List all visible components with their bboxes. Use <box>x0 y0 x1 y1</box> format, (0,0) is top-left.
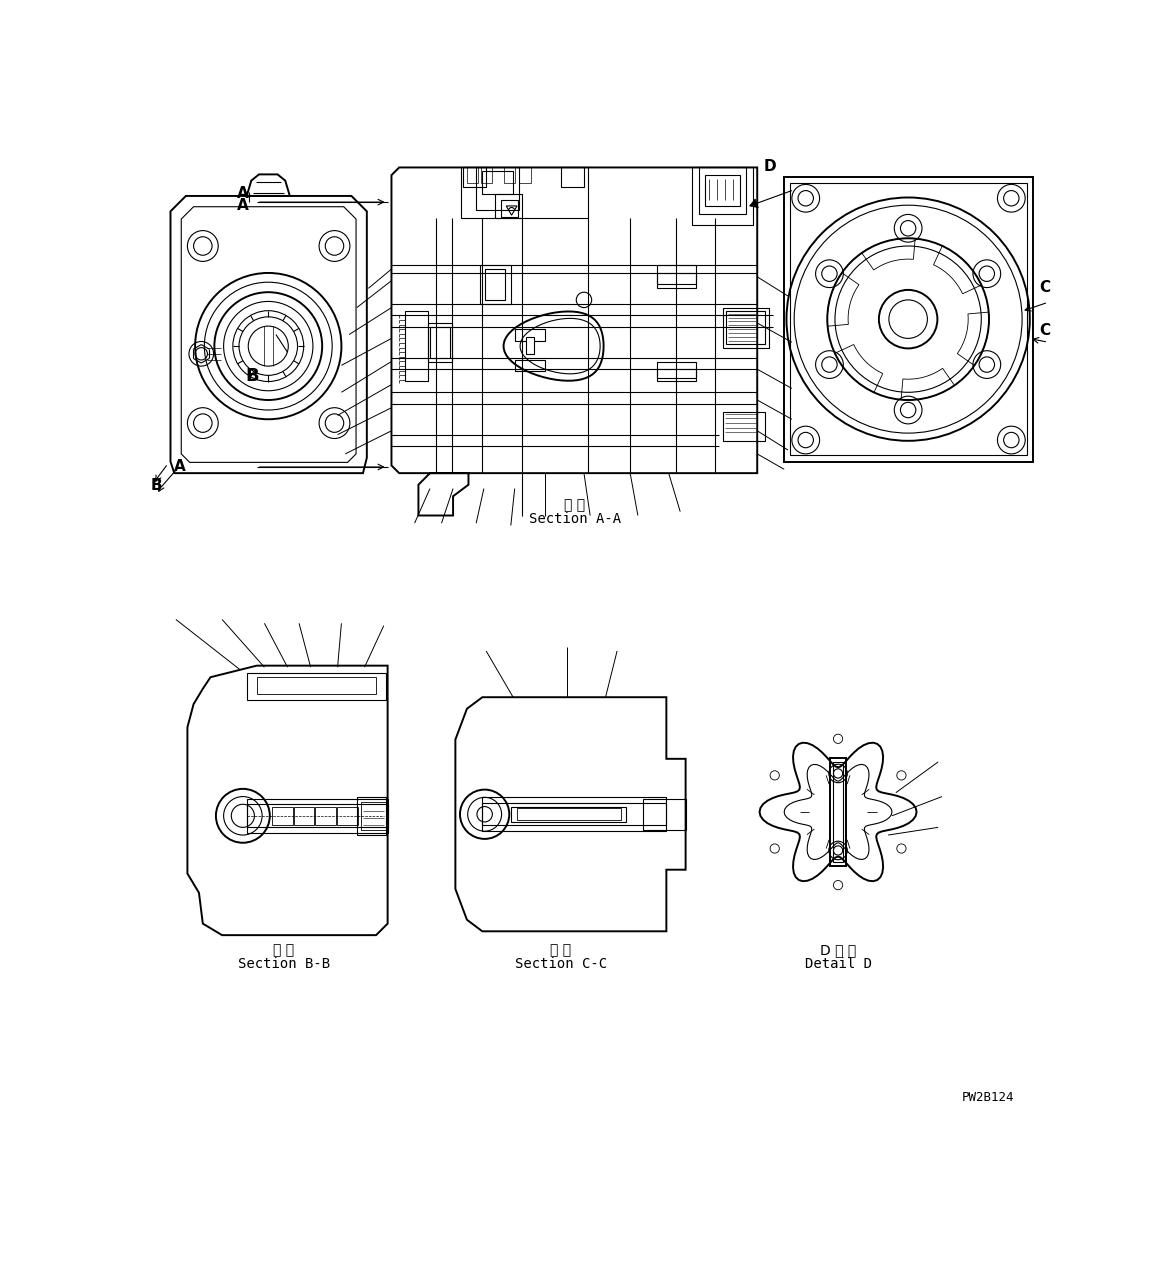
Text: A: A <box>237 187 249 201</box>
Bar <box>510 806 626 822</box>
Bar <box>482 804 667 826</box>
Text: A: A <box>237 198 249 214</box>
Bar <box>515 360 545 371</box>
Bar <box>495 195 522 218</box>
Bar <box>463 168 486 187</box>
Bar <box>248 673 387 700</box>
Bar <box>315 806 336 826</box>
Text: Section B-B: Section B-B <box>237 957 329 972</box>
Bar <box>830 758 846 865</box>
Bar <box>501 200 517 216</box>
Text: A: A <box>174 458 186 474</box>
Bar <box>429 323 452 361</box>
Bar <box>248 799 388 833</box>
Bar <box>361 803 387 829</box>
Bar <box>467 168 479 183</box>
Bar <box>658 369 696 379</box>
Bar <box>515 329 545 342</box>
Bar <box>517 808 621 820</box>
Bar <box>482 172 513 195</box>
Bar <box>726 311 765 344</box>
Bar <box>527 337 534 353</box>
Bar <box>723 307 769 348</box>
Bar <box>460 168 588 218</box>
Bar <box>561 168 584 187</box>
Bar <box>336 806 357 826</box>
Bar <box>658 361 696 380</box>
Text: B: B <box>151 479 162 493</box>
Bar <box>477 168 519 210</box>
Text: C: C <box>1040 323 1050 338</box>
Text: D: D <box>764 159 776 174</box>
Bar <box>248 804 388 827</box>
Bar <box>405 311 429 380</box>
Bar <box>503 168 515 183</box>
Bar <box>700 168 745 214</box>
Bar <box>658 265 696 288</box>
Bar <box>784 177 1033 462</box>
Text: B: B <box>245 367 259 385</box>
Bar <box>486 269 506 300</box>
Bar <box>430 326 450 357</box>
Bar <box>520 168 530 183</box>
Bar <box>644 799 686 829</box>
Bar <box>480 265 510 303</box>
Text: Detail D: Detail D <box>805 957 871 972</box>
Text: Section C-C: Section C-C <box>515 957 607 972</box>
Bar <box>257 677 376 694</box>
Bar <box>482 797 667 831</box>
Text: D 詳 細: D 詳 細 <box>820 943 856 957</box>
Text: C: C <box>1040 280 1050 296</box>
Bar <box>704 175 739 206</box>
Text: 断 面: 断 面 <box>550 943 571 957</box>
Polygon shape <box>750 198 758 207</box>
Bar <box>691 168 753 225</box>
Text: 断 面: 断 面 <box>273 943 294 957</box>
Bar <box>272 806 293 826</box>
Bar <box>723 412 765 440</box>
Text: PW2B124: PW2B124 <box>962 1091 1015 1103</box>
Bar <box>833 762 843 861</box>
Bar <box>293 806 314 826</box>
Bar <box>791 183 1027 456</box>
Bar <box>356 796 387 835</box>
Bar <box>481 168 493 183</box>
Text: 断 面: 断 面 <box>564 498 585 512</box>
Text: Section A-A: Section A-A <box>529 512 621 526</box>
Bar <box>658 273 696 284</box>
